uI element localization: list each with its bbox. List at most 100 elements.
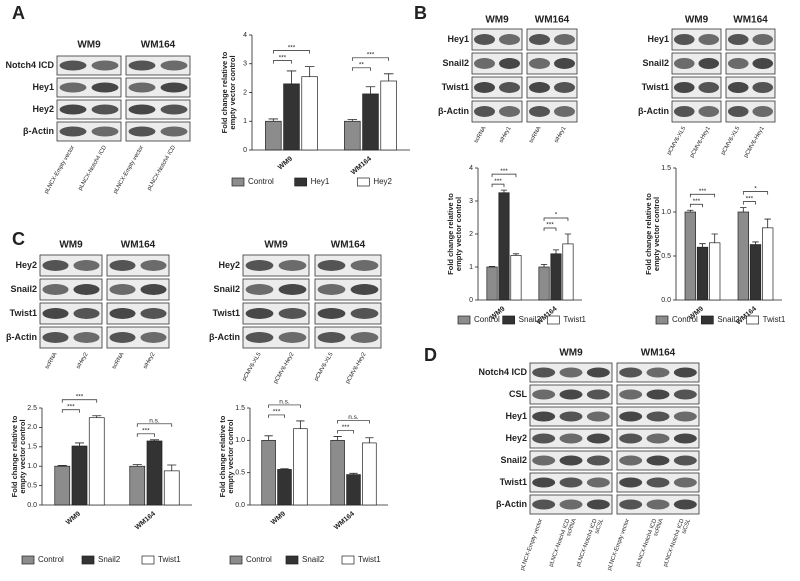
significance-bracket (272, 60, 292, 64)
blot-band (727, 106, 749, 117)
legend-swatch (141, 555, 155, 565)
blot-band (109, 308, 136, 319)
lane-label: siHey2 (142, 352, 156, 370)
bar (550, 253, 562, 301)
bar (277, 469, 292, 506)
error-bar (383, 73, 394, 81)
lane-label: pCMV6-XL5 (242, 352, 263, 382)
significance-label: *** (699, 188, 707, 195)
error-bar (296, 420, 305, 429)
x-tick-label: WM9 (65, 511, 82, 527)
blot-band (559, 477, 583, 488)
blot-band (140, 260, 167, 271)
error-bar (304, 66, 315, 77)
blot-band (532, 477, 556, 488)
blot-band (73, 260, 100, 271)
significance-bracket (272, 50, 311, 54)
row-label: Snail2 (213, 284, 240, 294)
row-label: Notch4 ICD (5, 60, 54, 70)
error-bar (264, 435, 273, 441)
blot-band (474, 82, 495, 93)
blot-band (532, 389, 556, 400)
y-tick-label: 0.0 (235, 502, 245, 509)
error-bar (699, 243, 706, 248)
lane-label: siCSL (594, 517, 605, 534)
lane-label: pCMV6-Hey2 (345, 352, 368, 385)
significance-bracket (543, 227, 557, 231)
significance-bracket (543, 217, 569, 221)
group-label: WM9 (59, 240, 83, 251)
significance-bracket (61, 399, 98, 403)
blot-band (619, 367, 643, 378)
blot-band (619, 477, 643, 488)
legend-label: Hey2 (373, 177, 392, 186)
significance-label: *** (546, 222, 554, 229)
bar (344, 120, 361, 151)
legend-swatch (21, 555, 35, 565)
legend-swatch (546, 315, 560, 325)
bar (261, 439, 276, 506)
blot-band (160, 104, 188, 115)
y-axis-label: empty vector control (18, 419, 27, 493)
group-label: WM9 (264, 240, 288, 251)
legend-label: Snail2 (519, 315, 542, 324)
blot-band (646, 477, 670, 488)
y-tick-label: 0.5 (235, 470, 245, 477)
lane-label: scRNA (653, 518, 665, 537)
blot-band (91, 126, 119, 137)
error-bar (500, 189, 508, 193)
bar (129, 465, 146, 506)
bar (510, 255, 522, 301)
blot-band (554, 82, 575, 93)
lane-label: scRNA (566, 518, 578, 537)
x-tick-label: WM164 (333, 511, 356, 532)
y-tick-label: 2 (243, 89, 247, 96)
blot-band (109, 332, 136, 343)
significance-label: *** (76, 393, 84, 400)
row-label: β-Actin (6, 332, 37, 342)
blot-band (646, 499, 670, 510)
bar (163, 470, 180, 506)
blot-band (245, 308, 274, 319)
y-axis-label: Fold change relative to (644, 193, 653, 275)
row-label: Snail2 (500, 455, 527, 465)
legend-label: Snail2 (302, 555, 325, 564)
y-tick-label: 2.0 (27, 424, 37, 431)
blot-band (474, 106, 495, 117)
lane-label: pLNCX-Notch4 ICD (663, 518, 686, 568)
y-axis-label: Fold change relative to (446, 193, 455, 275)
blot-band (350, 308, 379, 319)
legend-label: Twist1 (158, 555, 181, 564)
blot-band (160, 82, 188, 93)
y-tick-label: 0.5 (661, 253, 671, 260)
legend-label: Control (248, 177, 274, 186)
bar (684, 211, 696, 301)
significance-bracket (136, 433, 155, 437)
lane-label: scRNA (473, 126, 487, 145)
error-bar (150, 439, 159, 441)
legend-label: Control (246, 555, 272, 564)
y-tick-label: 0 (243, 147, 247, 154)
lane-label: pCMV6-Hey1 (689, 126, 712, 159)
lane-label: pCMV6-XL5 (720, 126, 741, 156)
bar (265, 120, 282, 151)
blot-band (559, 367, 583, 378)
blot-band (646, 455, 670, 466)
legend-swatch (81, 555, 95, 565)
bar (562, 243, 574, 301)
bar (696, 246, 709, 301)
lane-label: pCMV6-Hey2 (273, 352, 296, 385)
lane-label: siHey1 (553, 126, 567, 144)
significance-bracket (136, 423, 173, 427)
blot-band (532, 455, 556, 466)
panel-letter: A (12, 3, 25, 23)
legend-swatch (294, 177, 308, 187)
blot-band (278, 260, 307, 271)
y-axis-label: empty vector control (454, 197, 463, 271)
y-tick-label: 0.5 (27, 482, 37, 489)
blot-band (586, 411, 610, 422)
y-tick-label: 4 (243, 32, 247, 39)
blot-band (698, 82, 720, 93)
group-label: WM164 (733, 15, 768, 26)
significance-label: ** (359, 62, 365, 69)
